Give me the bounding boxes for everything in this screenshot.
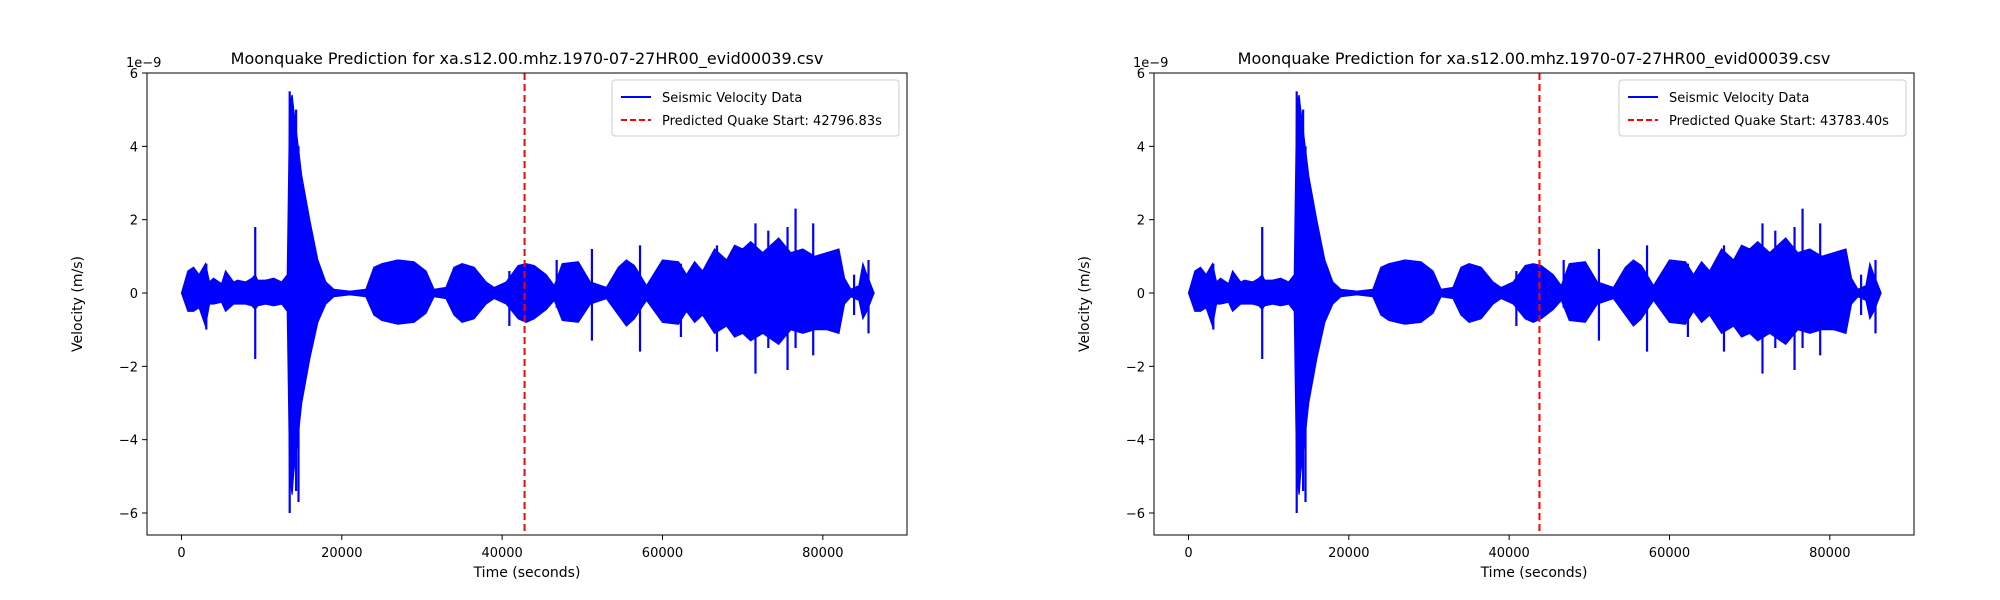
x-tick-label: 80000	[1809, 546, 1850, 561]
legend: Seismic Velocity Data Predicted Quake Sta…	[1618, 79, 1907, 137]
y-tick-label: −6	[119, 507, 138, 522]
legend-label-seismic: Seismic Velocity Data	[662, 91, 802, 106]
legend: Seismic Velocity Data Predicted Quake Sta…	[611, 79, 900, 137]
y-tick-label: −4	[119, 434, 138, 449]
x-tick-label: 40000	[1488, 546, 1529, 561]
x-tick-label: 0	[1184, 546, 1192, 561]
legend-box	[1618, 79, 1907, 137]
chart-title: Moonquake Prediction for xa.s12.00.mhz.1…	[1238, 49, 1831, 69]
x-tick-label: 60000	[642, 546, 683, 561]
legend-box	[611, 79, 900, 137]
y-axis-label: Velocity (m/s)	[70, 256, 86, 352]
x-tick-label: 20000	[321, 546, 362, 561]
y-tick-label: 2	[1137, 214, 1145, 229]
seismic-velocity-envelope	[180, 94, 875, 495]
legend-label-seismic: Seismic Velocity Data	[1669, 91, 1809, 106]
plot-area	[180, 73, 875, 535]
x-tick-label: 20000	[1328, 546, 1369, 561]
y-tick-label: −6	[1126, 507, 1145, 522]
x-tick-label: 80000	[802, 546, 843, 561]
x-axis-label: Time (seconds)	[473, 565, 581, 581]
chart-panel-2: 0 20000 40000 60000 80000 −6 −4 −2 0 2 4 61e−9 Moonq…	[1077, 49, 1915, 581]
y-tick-label: −2	[119, 360, 138, 375]
y-tick-label: −2	[1126, 360, 1145, 375]
y-axis-label: Velocity (m/s)	[1077, 256, 1093, 352]
x-tick-label: 60000	[1649, 546, 1690, 561]
plot-area	[1187, 73, 1882, 535]
seismic-velocity-envelope	[1187, 94, 1882, 495]
chart-title: Moonquake Prediction for xa.s12.00.mhz.1…	[231, 49, 824, 69]
axes-frame	[146, 72, 908, 536]
x-tick-label: 0	[177, 546, 185, 561]
y-offset-label: 1e−9	[1133, 56, 1168, 71]
y-tick-label: 4	[1137, 140, 1145, 155]
y-offset-label: 1e−9	[126, 56, 161, 71]
y-tick-label: 2	[130, 214, 138, 229]
chart-panel-1: 0 20000 40000 60000 80000 −6 −4 −2 0 2 4 61e−9 Moonq…	[70, 49, 908, 581]
x-axis-label: Time (seconds)	[1480, 565, 1588, 581]
y-tick-label: 6	[1137, 67, 1145, 82]
x-tick-label: 40000	[481, 546, 522, 561]
y-tick-label: 6	[130, 67, 138, 82]
y-tick-label: −4	[1126, 434, 1145, 449]
y-tick-label: 0	[130, 287, 138, 302]
legend-label-predicted: Predicted Quake Start: 42796.83s	[662, 114, 882, 129]
axes-frame	[1153, 72, 1915, 536]
legend-label-predicted: Predicted Quake Start: 43783.40s	[1669, 114, 1889, 129]
y-tick-label: 0	[1137, 287, 1145, 302]
y-tick-label: 4	[130, 140, 138, 155]
